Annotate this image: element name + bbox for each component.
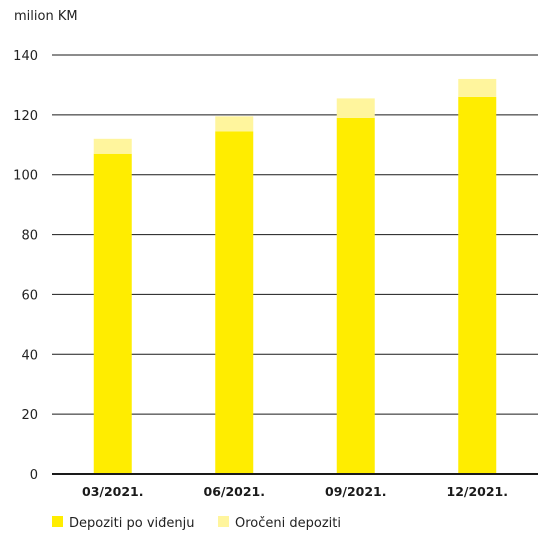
y-axis-unit-label: milion KM [14,9,78,24]
bar-segment [458,78,497,97]
legend-swatch [52,516,63,527]
y-tick-label: 80 [21,229,38,244]
bars [93,78,497,475]
bar-segment [458,96,497,475]
x-category-label: 06/2021. [204,484,266,499]
y-tick-label: 20 [21,408,38,423]
bar-segment [93,153,132,474]
y-tick-label: 120 [13,109,38,124]
y-tick-label: 40 [21,348,38,363]
bar-segment [215,116,254,132]
bar-segment [336,117,375,474]
bar-segment [336,98,375,118]
gridlines [52,54,538,415]
legend-label: Oročeni depoziti [235,516,341,531]
legend-swatch [218,516,229,527]
x-category-label: 03/2021. [82,484,144,499]
y-axis-tick-labels: 0 20 40 60 80 100 120 140 [13,49,38,483]
x-category-label: 09/2021. [325,484,387,499]
y-tick-label: 100 [13,169,38,184]
bar-segment [93,138,132,154]
legend: Depoziti po viđenju Oročeni depoziti [52,516,341,531]
legend-label: Depoziti po viđenju [69,516,194,531]
y-tick-label: 140 [13,49,38,64]
y-tick-label: 0 [30,468,38,483]
x-axis-category-labels: 03/2021. 06/2021. 09/2021. 12/2021. [82,484,508,499]
bar-segment [215,131,254,474]
x-category-label: 12/2021. [447,484,509,499]
y-tick-label: 60 [21,288,38,303]
